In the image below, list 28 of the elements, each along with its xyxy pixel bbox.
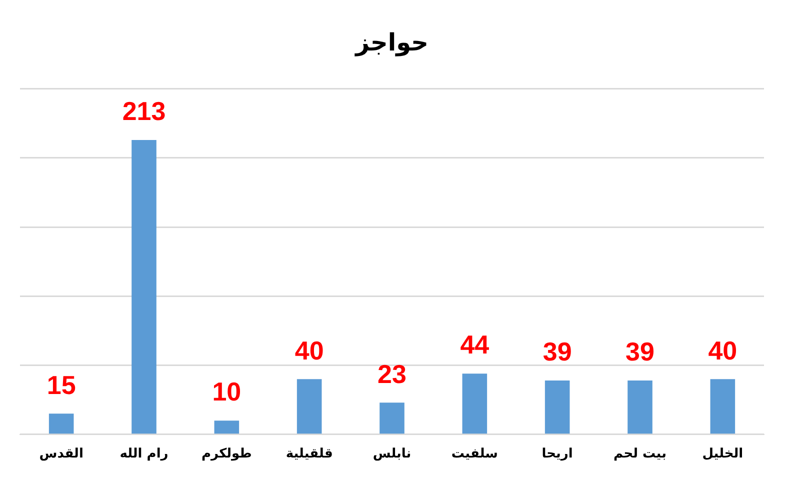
- data-label: 213: [122, 96, 166, 126]
- bar: [628, 380, 652, 434]
- data-label: 23: [378, 358, 406, 389]
- bar: [710, 379, 736, 434]
- x-tick-label: بيت لحم: [614, 446, 666, 462]
- data-label: 15: [46, 370, 76, 400]
- bar: [462, 374, 488, 434]
- data-label: 39: [542, 336, 572, 367]
- chart-title: حواجز: [354, 28, 428, 57]
- bar: [214, 420, 240, 434]
- x-tick-label: اريحا: [542, 446, 573, 462]
- bar: [380, 402, 404, 434]
- data-label: 44: [460, 330, 490, 360]
- x-tick-label: القدس: [39, 446, 84, 462]
- bar: [132, 140, 156, 434]
- bar: [544, 380, 570, 434]
- x-tick-label: قلقيلية: [286, 446, 333, 462]
- data-label: 40: [294, 335, 324, 366]
- x-tick-label: الخليل: [702, 446, 744, 462]
- x-tick-label: سلفيت: [451, 446, 498, 462]
- data-label: 40: [708, 335, 738, 366]
- x-tick-label: نابلس: [372, 446, 412, 462]
- x-tick-label: طولكرم: [201, 446, 252, 462]
- x-tick-label: رام الله: [120, 446, 168, 462]
- bar: [296, 379, 322, 434]
- bar: [48, 414, 74, 434]
- data-label: 10: [212, 376, 242, 407]
- data-label: 39: [626, 336, 654, 367]
